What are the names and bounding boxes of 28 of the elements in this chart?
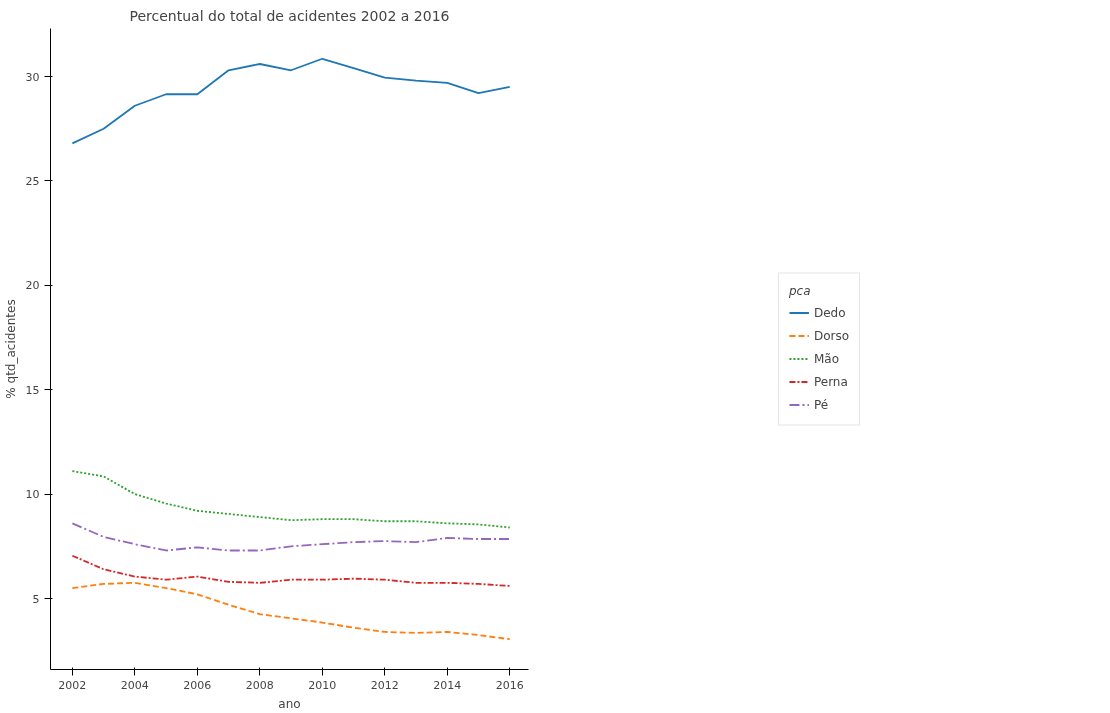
y-tick-label: 10 (25, 488, 40, 502)
legend-label: Pé (813, 397, 830, 411)
x-axis-title: ano (278, 696, 301, 711)
y-tick-label: 20 (25, 279, 40, 293)
x-tick-label: 2008 (245, 678, 274, 692)
x-tick-label: 2016 (495, 678, 524, 692)
line-series (71, 57, 511, 145)
x-tick-label: 2012 (370, 678, 399, 692)
line-series (71, 581, 511, 641)
y-tick-label: 15 (25, 383, 40, 397)
x-tick-label: 2010 (308, 678, 337, 692)
x-tick-label: 2002 (58, 678, 87, 692)
chart-title: Percentual do total de acidentes 2002 a 2016 (129, 7, 450, 24)
y-tick-label: 25 (25, 174, 40, 188)
y-tick-label: 5 (32, 592, 40, 606)
y-tick-label: 30 (25, 70, 40, 84)
line-series (71, 470, 511, 529)
y-axis-title: % qtd_acidentes (3, 299, 18, 399)
x-tick-label: 2014 (433, 678, 462, 692)
line-series (71, 522, 511, 552)
legend-label: Dedo (813, 305, 846, 319)
legend-title: pca (788, 283, 812, 297)
x-tick-label: 2006 (183, 678, 212, 692)
legend-label: Dorso (813, 328, 850, 342)
line-series (71, 554, 511, 587)
x-tick-label: 2004 (120, 678, 149, 692)
legend-label: Mão (813, 351, 840, 365)
legend-label: Perna (813, 374, 848, 388)
